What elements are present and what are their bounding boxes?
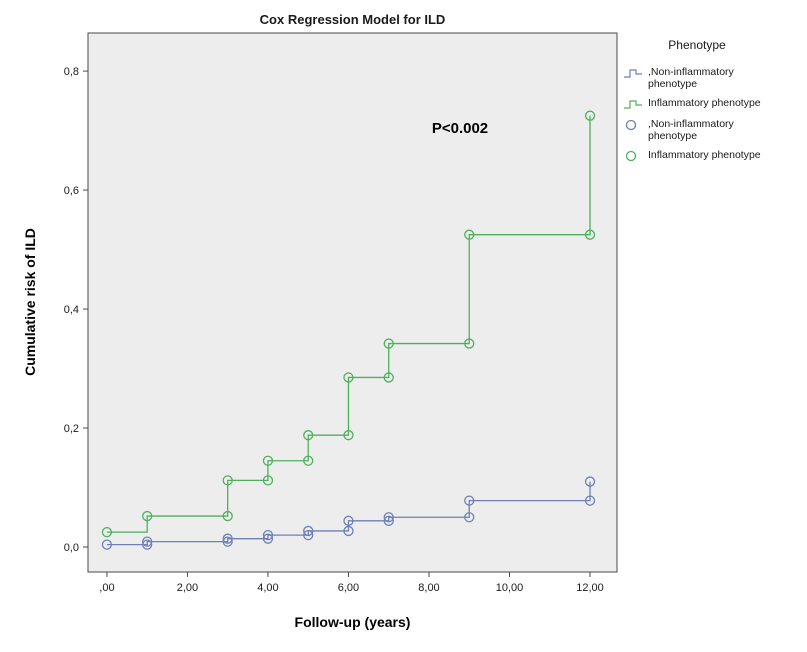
- censor-marker-non-inflammatory-phenotype: [383, 512, 394, 523]
- censor-marker-inflammatory-phenotype: [262, 475, 274, 486]
- censor-marker-non-inflammatory-phenotype: [343, 515, 354, 526]
- y-tick-label: 0,0: [64, 542, 79, 554]
- legend-item: Inflammatory phenotype: [622, 97, 800, 111]
- censor-marker-inflammatory-phenotype: [101, 526, 113, 538]
- censor-marker-inflammatory-phenotype: [222, 510, 233, 522]
- x-tick-label: 10,00: [496, 582, 524, 594]
- legend-title: Phenotype: [668, 38, 726, 52]
- y-tick-label: 0,4: [64, 304, 79, 316]
- legend-item: ,Non-inflammatory phenotype: [622, 66, 800, 90]
- legend-item: Inflammatory phenotype: [622, 149, 800, 163]
- censor-marker-inflammatory-phenotype: [262, 455, 274, 466]
- censor-marker-non-inflammatory-phenotype: [303, 525, 314, 537]
- censor-marker-inflammatory-phenotype: [383, 372, 394, 383]
- legend-item-label: ,Non-inflammatory phenotype: [648, 118, 734, 143]
- p-value-annotation: P<0.002: [431, 120, 489, 137]
- plot-background: [87, 32, 618, 573]
- x-tick-label: 12,00: [576, 582, 604, 594]
- censor-marker-inflammatory-phenotype: [383, 338, 394, 349]
- chart-title: Cox Regression Model for ILD: [259, 12, 446, 27]
- x-axis-label: Follow-up (years): [294, 614, 411, 630]
- censor-marker-non-inflammatory-phenotype: [222, 533, 233, 544]
- censor-marker-inflammatory-phenotype: [464, 338, 475, 349]
- censor-marker-non-inflammatory-phenotype: [464, 495, 475, 506]
- legend-items: ,Non-inflammatory phenotype Inflammatory …: [622, 66, 800, 163]
- x-tick-label: ,00: [99, 582, 114, 594]
- censor-marker-non-inflammatory-phenotype: [343, 525, 354, 537]
- censor-marker-non-inflammatory-phenotype: [262, 529, 274, 541]
- censor-marker-non-inflammatory-phenotype: [303, 529, 314, 541]
- censor-marker-inflammatory-phenotype: [303, 430, 314, 441]
- censor-marker-non-inflammatory-phenotype: [584, 476, 596, 487]
- y-tick-label: 0,6: [64, 185, 79, 197]
- censor-marker-inflammatory-phenotype: [584, 229, 596, 240]
- censor-marker-non-inflammatory-phenotype: [222, 536, 233, 547]
- censor-marker-inflammatory-phenotype: [343, 430, 354, 441]
- censor-marker-inflammatory-phenotype: [142, 510, 153, 522]
- censor-marker-inflammatory-phenotype: [584, 110, 596, 121]
- x-tick-label: 2,00: [177, 582, 198, 594]
- legend-item-label: ,Non-inflammatory phenotype: [648, 66, 734, 91]
- x-tick-label: 6,00: [338, 582, 359, 594]
- y-tick-label: 0,8: [64, 66, 79, 78]
- censor-marker-non-inflammatory-phenotype: [383, 515, 394, 526]
- censor-marker-non-inflammatory-phenotype: [464, 512, 475, 523]
- legend-circle-icon: [622, 118, 644, 132]
- legend-step-line-icon: [622, 97, 644, 111]
- x-tick-label: 8,00: [418, 582, 439, 594]
- x-tick-label: 4,00: [257, 582, 278, 594]
- y-tick-label: 0,2: [64, 423, 79, 435]
- legend: Phenotype ,Non-inflammatory phenotype Inf…: [622, 38, 800, 163]
- censor-marker-inflammatory-phenotype: [222, 475, 233, 486]
- legend-item-label: Inflammatory phenotype: [648, 97, 761, 110]
- censor-marker-non-inflammatory-phenotype: [142, 539, 153, 550]
- series-line-inflammatory-phenotype: [106, 115, 591, 533]
- censor-marker-non-inflammatory-phenotype: [101, 539, 113, 550]
- censor-marker-non-inflammatory-phenotype: [584, 495, 596, 506]
- legend-item: ,Non-inflammatory phenotype: [622, 118, 800, 142]
- legend-circle-icon: [622, 149, 644, 163]
- censor-marker-inflammatory-phenotype: [303, 455, 314, 466]
- legend-step-line-icon: [622, 66, 644, 80]
- censor-marker-non-inflammatory-phenotype: [262, 533, 274, 544]
- legend-item-label: Inflammatory phenotype: [648, 149, 761, 162]
- censor-marker-inflammatory-phenotype: [343, 372, 354, 383]
- censor-marker-inflammatory-phenotype: [464, 229, 475, 240]
- censor-marker-non-inflammatory-phenotype: [142, 536, 153, 547]
